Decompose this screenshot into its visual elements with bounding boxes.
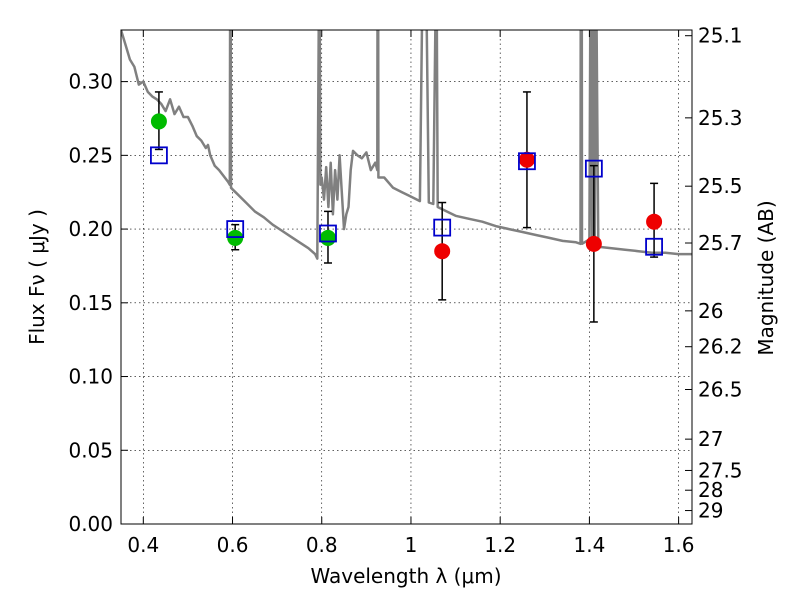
grid-lines (121, 30, 692, 525)
model-flux-square (226, 220, 245, 238)
y-tick-label: 0.05 (68, 438, 113, 462)
magnitude-axis-label: Magnitude (AB) (754, 200, 778, 355)
mag-tick-label: 25.1 (698, 24, 743, 48)
mag-tick-label: 29 (698, 499, 723, 523)
data-point-circle-green (150, 113, 167, 130)
y-tick-label: 0.25 (68, 143, 113, 167)
y-tick-label: 0.00 (68, 512, 113, 536)
mag-tick-label: 26 (698, 299, 723, 323)
x-axis-label: Wavelength λ (μm) (310, 564, 501, 588)
x-tick-label: 1.4 (573, 533, 605, 557)
model-flux-square (319, 224, 337, 243)
data-point-circle-red (518, 151, 535, 168)
y-tick-label: 0.10 (68, 365, 113, 389)
y-axis-label: Flux Fν ( μJy ) (25, 209, 49, 345)
plot-frame (120, 29, 693, 525)
axis-ticks: 0.4 0.6 0.8 1 1.2 1.4 1.6 0.00 0.05 0.10 0.15 0.20 0… (68, 24, 742, 557)
x-tick-label: 0.8 (306, 533, 338, 557)
x-tick-label: 1.2 (484, 533, 516, 557)
mag-tick-label: 25.7 (698, 231, 743, 255)
x-tick-label: 0.6 (217, 533, 249, 557)
mag-tick-label: 26.2 (698, 335, 743, 359)
y-tick-label: 0.15 (68, 291, 113, 315)
model-flux-square (518, 152, 536, 171)
y-tick-label: 0.30 (68, 70, 113, 94)
mag-tick-label: 28 (698, 478, 723, 502)
mag-tick-label: 27 (698, 427, 723, 451)
model-flux-square (584, 159, 603, 178)
data-point-circle-red (434, 243, 451, 260)
model-flux-square (433, 218, 452, 237)
x-tick-label: 0.4 (127, 533, 159, 557)
mag-tick-label: 26.5 (698, 378, 743, 402)
mag-tick-label: 25.5 (698, 174, 743, 198)
x-tick-label: 1 (405, 533, 418, 557)
model-flux-square (645, 237, 663, 256)
model-spectrum-line (121, 30, 692, 260)
y-tick-label: 0.20 (68, 217, 113, 241)
data-point-circle-green (319, 229, 336, 246)
data-point-circle-red (646, 213, 663, 230)
model-flux-square (150, 146, 168, 165)
mag-tick-label: 27.5 (698, 458, 743, 482)
model-spectrum (121, 30, 692, 260)
mag-tick-label: 25.3 (698, 106, 743, 130)
data-markers (150, 113, 663, 260)
x-tick-label: 1.6 (663, 533, 695, 557)
data-point-circle-red (585, 235, 602, 252)
